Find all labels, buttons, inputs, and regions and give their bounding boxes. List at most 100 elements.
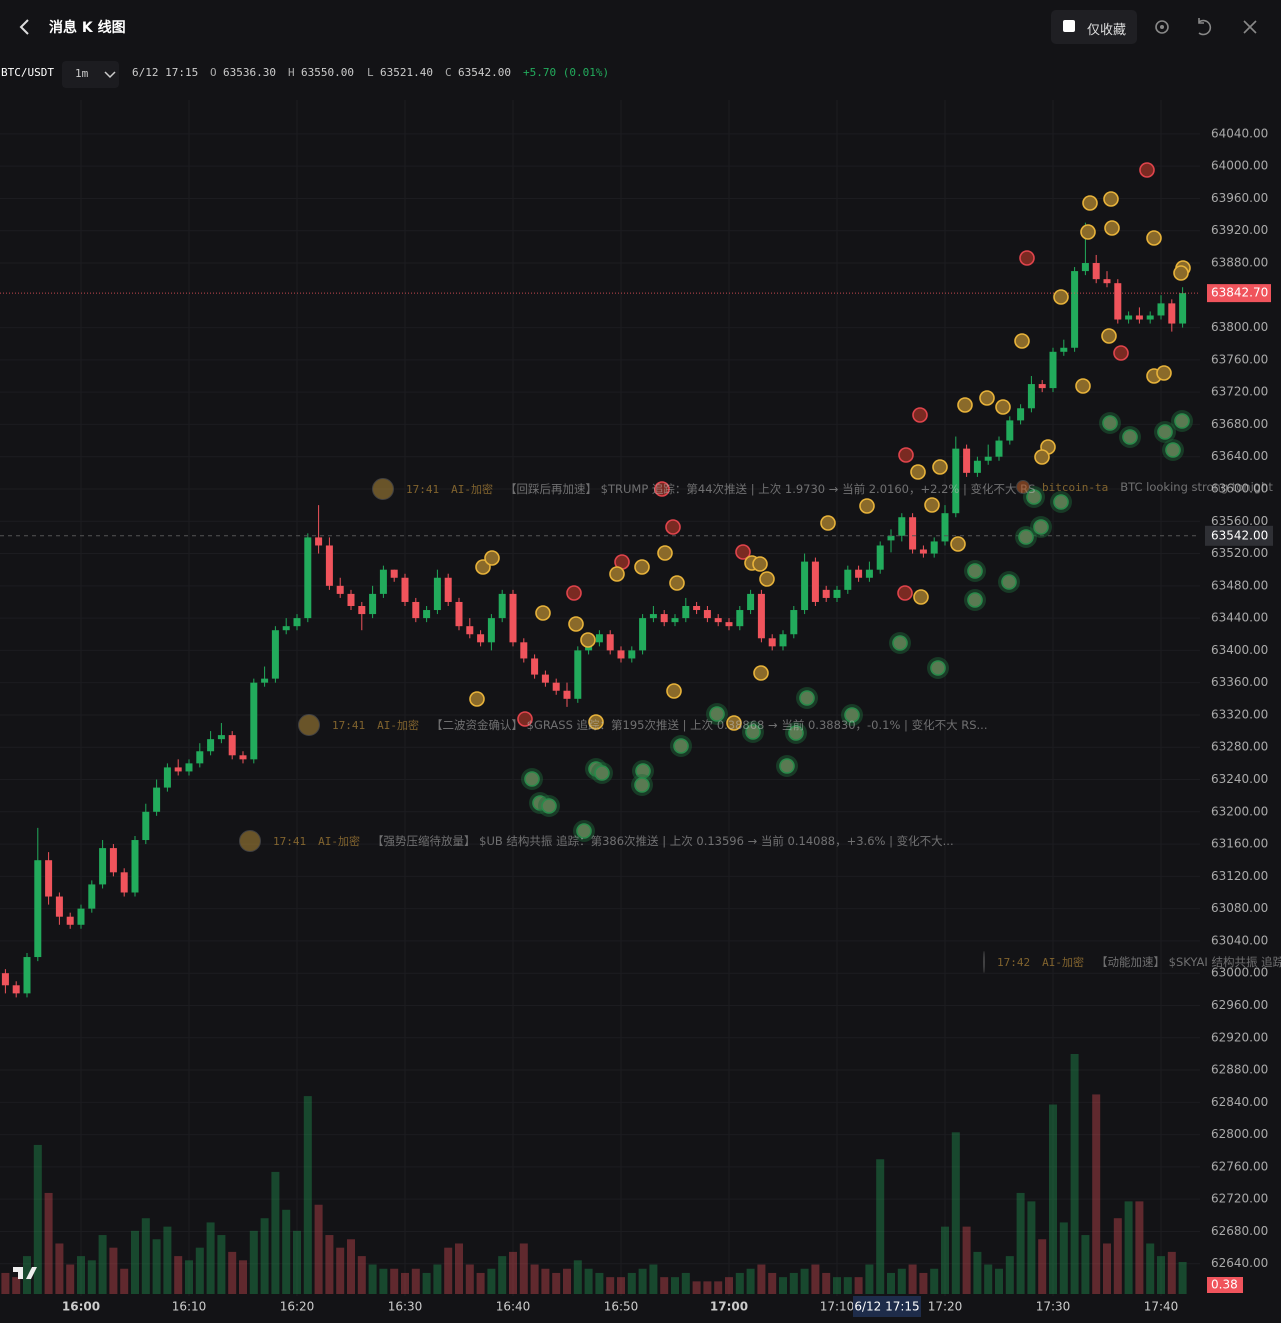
news-avatar <box>475 559 491 575</box>
news-avatar <box>930 660 946 676</box>
y-tick-label: 64040.00 <box>1211 126 1268 140</box>
volume-bar <box>109 1247 118 1294</box>
candle-body <box>909 517 917 550</box>
volume-bar <box>1070 1054 1079 1294</box>
volume-bar <box>1081 1235 1090 1294</box>
candle-body <box>574 650 582 699</box>
volume-bar <box>584 1268 593 1294</box>
news-source: bitcoin-ta <box>1042 480 1109 494</box>
volume-bar <box>23 1256 31 1294</box>
volume-bar <box>941 1226 949 1294</box>
news-avatar <box>1174 413 1190 429</box>
y-tick-label: 62720.00 <box>1211 1192 1268 1206</box>
x-tick-label: 17:10 <box>820 1300 855 1314</box>
y-tick-label: 62920.00 <box>1211 1030 1268 1044</box>
volume-bar <box>703 1281 712 1294</box>
candle-body <box>1006 420 1014 441</box>
x-tick-label: 17:00 <box>710 1300 748 1314</box>
news-avatar-glow <box>538 795 560 817</box>
news-item[interactable]: 17:41 AI-加密 【强势压缩待放量】 $UB 结构共振 追踪：第386次推送 … <box>239 830 954 852</box>
o-label: O <box>210 66 217 79</box>
candle-body <box>682 606 690 619</box>
volume-bar <box>325 1235 334 1294</box>
candle-body <box>768 638 776 647</box>
volume-bar <box>55 1243 64 1294</box>
candle-body <box>369 593 377 615</box>
news-avatar <box>753 665 769 681</box>
volume-bar <box>1027 1201 1036 1294</box>
news-avatar <box>568 616 584 632</box>
news-avatar <box>532 795 548 811</box>
volume-bar <box>1038 1239 1047 1294</box>
refresh-icon[interactable] <box>1198 18 1212 36</box>
news-avatar <box>1146 230 1162 246</box>
volume-bar <box>422 1272 431 1294</box>
news-avatar <box>614 554 630 570</box>
candle-body <box>142 811 150 841</box>
news-time: 17:41 <box>273 834 307 848</box>
volume-bar <box>217 1235 226 1294</box>
volume-bar <box>401 1272 409 1294</box>
news-avatar <box>1122 429 1138 445</box>
news-item[interactable]: bitcoin-ta BTC looking strong tonight <box>1016 476 1273 498</box>
news-avatar <box>594 765 610 781</box>
y-tick-label: 63400.00 <box>1211 643 1268 657</box>
y-tick-label: 62800.00 <box>1211 1127 1268 1141</box>
settings-icon[interactable] <box>1155 20 1169 34</box>
news-avatar-glow <box>927 657 949 679</box>
y-tick-label: 63800.00 <box>1211 320 1268 334</box>
news-avatar-glow <box>1162 439 1184 461</box>
volume-bar <box>897 1268 906 1294</box>
volume-bar <box>1005 1256 1014 1294</box>
volume-bar <box>951 1132 960 1294</box>
volume-bar <box>854 1277 863 1294</box>
candle-body <box>973 460 981 473</box>
volume-bar <box>973 1251 982 1294</box>
news-avatar <box>484 550 500 566</box>
candle-body <box>217 735 225 740</box>
news-text: 【强势压缩待放量】 $UB 结构共振 追踪：第386次推送 | 上次 0.135… <box>372 834 954 848</box>
close-icon[interactable] <box>1243 20 1257 34</box>
news-item[interactable]: 17:41 AI-加密 【二波资金确认】 $GRASS 追踪：第195次推送 | 上… <box>298 714 988 736</box>
volume-bar <box>98 1235 107 1294</box>
candle-body <box>671 618 679 623</box>
news-item[interactable]: 17:42 AI-加密 【动能加速】 $SKYAI 结构共振 追踪 <box>983 951 1281 973</box>
volume-bar <box>768 1272 777 1294</box>
volume-bar <box>1167 1251 1176 1294</box>
volume-bar <box>876 1159 885 1294</box>
volume-bar <box>163 1226 172 1294</box>
candle-body <box>617 650 625 659</box>
y-tick-label: 63440.00 <box>1211 611 1268 625</box>
y-tick-label: 63360.00 <box>1211 675 1268 689</box>
favorites-toggle[interactable]: 仅收藏 <box>1051 10 1137 44</box>
news-avatar <box>1103 191 1119 207</box>
volume-bar <box>714 1281 723 1294</box>
interval: 1m <box>75 67 89 80</box>
volume-bar <box>541 1268 550 1294</box>
volume-bar <box>131 1230 139 1294</box>
candle-body <box>941 513 949 542</box>
volume-bar <box>563 1268 571 1294</box>
volume-bar <box>606 1277 615 1294</box>
news-avatar <box>1156 365 1172 381</box>
candle-body <box>347 593 355 606</box>
candle-body <box>1071 271 1079 348</box>
crosshair-time-box <box>853 1296 921 1317</box>
volume-bar <box>12 1277 21 1294</box>
volume-bar <box>77 1256 85 1294</box>
news-text: 【二波资金确认】 $GRASS 追踪：第195次推送 | 上次 0.38868 … <box>431 718 988 732</box>
news-avatar-glow <box>964 589 986 611</box>
volume-bar <box>984 1264 993 1294</box>
news-avatar <box>580 632 596 648</box>
candle-body <box>930 541 938 554</box>
back-button[interactable] <box>15 17 35 37</box>
y-tick-label: 63880.00 <box>1211 256 1268 270</box>
news-source: AI-加密 <box>451 483 493 496</box>
candle-body <box>1092 263 1100 280</box>
candle-body <box>822 589 830 598</box>
candle-body <box>1017 408 1025 421</box>
interval-select[interactable]: 1m <box>62 61 119 88</box>
news-item[interactable]: 17:41 AI-加密 【回踩后再加速】 $TRUMP 追踪：第44次推送 | 上次… <box>372 478 1035 500</box>
news-avatar <box>666 683 682 699</box>
o-value: 63536.30 <box>223 66 276 79</box>
